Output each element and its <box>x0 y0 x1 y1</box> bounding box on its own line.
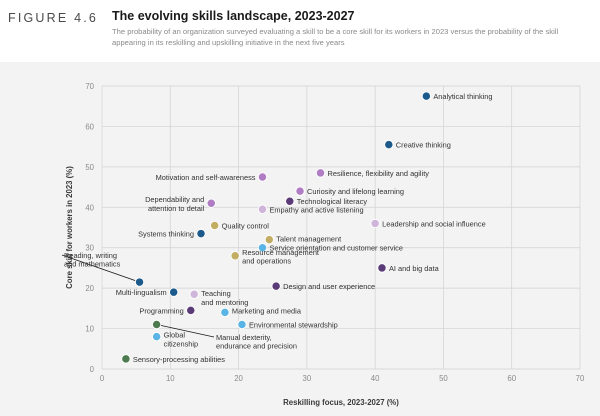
point-label: Dependability and attention to detail <box>145 195 205 213</box>
data-point <box>264 234 274 245</box>
x-tick-label: 60 <box>507 374 516 383</box>
data-point <box>121 354 131 364</box>
y-tick-label: 0 <box>90 365 95 374</box>
leader-line <box>61 254 140 283</box>
point-label: Sensory-processing abilities <box>133 355 225 364</box>
point-label: Design and user experience <box>283 282 375 291</box>
point-label: Teaching and mentoring <box>201 289 248 307</box>
data-point <box>370 218 380 229</box>
x-tick-label: 50 <box>439 374 448 383</box>
data-point <box>271 281 281 291</box>
y-axis-label: Core skill for workers in 2023 (%) <box>65 166 74 289</box>
point-label: Global citizenship <box>164 331 199 349</box>
figure-label: FIGURE 4.6 <box>8 11 99 25</box>
leader-lines <box>61 254 215 338</box>
data-point <box>134 277 145 287</box>
x-tick-label: 0 <box>100 374 105 383</box>
x-tick-label: 20 <box>234 374 243 383</box>
data-point <box>257 204 268 214</box>
point-label: Empathy and active listening <box>269 205 363 214</box>
point-label: AI and big data <box>389 264 440 273</box>
data-point <box>169 287 179 297</box>
point-label: Service orientation and customer service <box>269 244 403 253</box>
point-label: Resource management and operations <box>242 248 319 266</box>
point-label: Quality control <box>222 221 270 230</box>
chart-subtitle: The probability of an organization surve… <box>112 27 559 47</box>
point-label: Resilience, flexibility and agility <box>328 169 430 178</box>
data-point <box>295 186 305 196</box>
point-label: Programming <box>139 306 183 315</box>
point-label: Analytical thinking <box>433 92 492 101</box>
point-label: Manual dexterity, endurance and precision <box>216 333 297 351</box>
x-tick-label: 30 <box>303 374 312 383</box>
point-label: Systems thinking <box>138 230 194 239</box>
point-labels: Analytical thinking Creative thinking Resi… <box>64 92 493 364</box>
point-label: Multi-lingualism <box>116 288 167 297</box>
point-label: Creative thinking <box>396 141 451 150</box>
data-point <box>186 305 196 316</box>
point-label: Curiosity and lifelong learning <box>307 187 404 196</box>
x-tick-label: 10 <box>166 374 175 383</box>
y-tick-label: 60 <box>85 122 94 131</box>
point-label: Talent management <box>276 235 341 244</box>
point-label: Environmental stewardship <box>249 321 338 330</box>
point-label: Technological literacy <box>297 197 368 206</box>
y-tick-label: 10 <box>85 325 94 334</box>
point-label: Motivation and self-awareness <box>156 173 256 182</box>
data-point <box>206 198 216 208</box>
data-point <box>230 251 240 261</box>
data-point <box>189 289 199 299</box>
x-tick-label: 70 <box>576 374 585 383</box>
data-point <box>210 220 220 231</box>
chart-grid <box>101 85 581 370</box>
point-label: Reading, writing and mathematics <box>64 251 121 269</box>
y-tick-label: 40 <box>85 203 94 212</box>
chart-panel: 0 10 20 30 40 50 60 70 0 10 20 30 40 50 60 70 Analytica… <box>0 62 600 416</box>
leader-line <box>156 324 215 338</box>
data-points <box>121 91 432 364</box>
data-point <box>151 319 162 330</box>
data-point <box>421 91 432 101</box>
point-label: Marketing and media <box>232 306 302 315</box>
chart-title: The evolving skills landscape, 2023-2027 <box>112 9 355 23</box>
data-point <box>151 332 162 342</box>
scatter-chart: 0 10 20 30 40 50 60 70 0 10 20 30 40 50 60 70 Analytica… <box>61 82 585 407</box>
axis-ticks: 0 10 20 30 40 50 60 70 0 10 20 30 40 50 60 70 <box>85 82 585 383</box>
y-tick-label: 50 <box>85 163 94 172</box>
y-tick-label: 70 <box>85 82 94 91</box>
y-tick-label: 30 <box>85 244 94 253</box>
data-point <box>384 139 394 150</box>
x-axis-label: Reskilling focus, 2023-2027 (%) <box>283 398 399 407</box>
figure-header: FIGURE 4.6 The evolving skills landscape… <box>0 0 600 62</box>
point-label: Leadership and social influence <box>382 219 486 228</box>
data-point <box>285 196 295 206</box>
y-tick-label: 20 <box>85 284 94 293</box>
data-point <box>257 172 268 182</box>
data-point <box>315 168 326 178</box>
data-point <box>237 319 247 330</box>
x-tick-label: 40 <box>371 374 380 383</box>
data-point <box>220 307 230 318</box>
data-point <box>196 228 206 239</box>
data-point <box>257 243 268 253</box>
data-point <box>377 263 387 273</box>
